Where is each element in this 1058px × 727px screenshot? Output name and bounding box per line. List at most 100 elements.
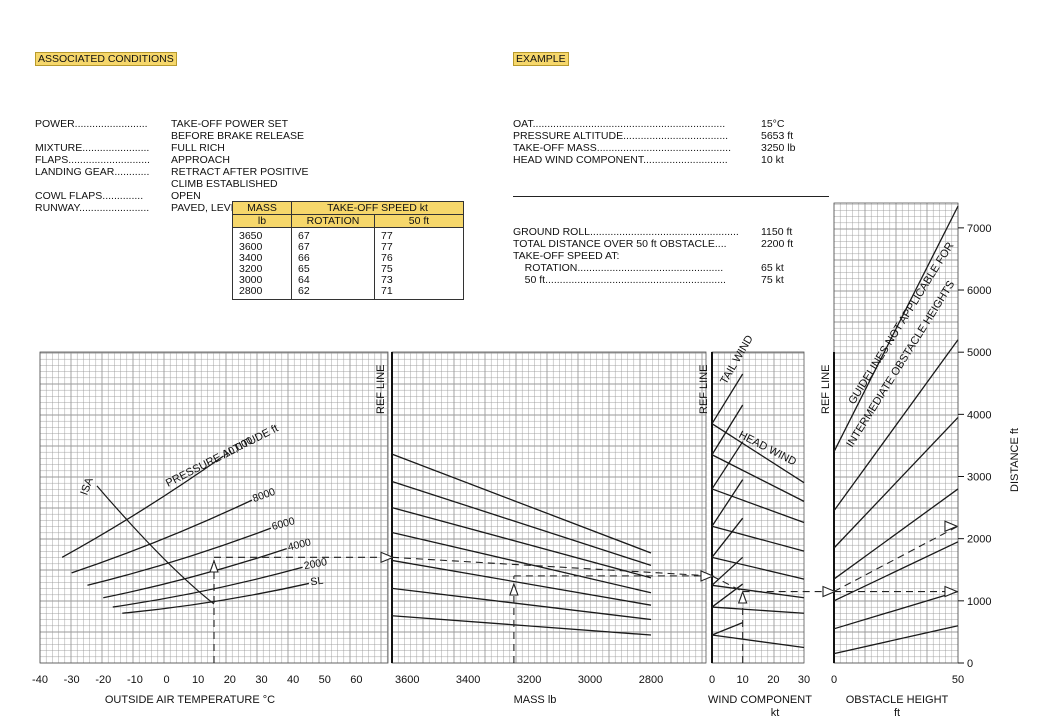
oat-tick-label: 40 bbox=[287, 674, 299, 686]
row-key: TOTAL DISTANCE OVER 50 ft OBSTACLE.... bbox=[513, 238, 727, 250]
tail-wind-line bbox=[711, 479, 744, 527]
speed-50ft-cell: 75 bbox=[374, 264, 464, 275]
row-value: BEFORE BRAKE RELEASE bbox=[171, 130, 305, 142]
ref-line-label: REF LINE bbox=[820, 364, 832, 414]
y-tick-label: 6000 bbox=[967, 285, 991, 297]
table-row: 3650 67 77 bbox=[232, 227, 464, 242]
mass-guide-line bbox=[391, 615, 652, 636]
head-wind-line bbox=[711, 525, 805, 552]
list-item: ROTATION................................… bbox=[513, 262, 829, 274]
oat-grid bbox=[39, 351, 389, 664]
row-value: APPROACH bbox=[171, 154, 230, 166]
tail-wind-line bbox=[711, 441, 744, 490]
mass-tick-label: 3400 bbox=[456, 674, 480, 686]
tail-wind-line bbox=[711, 621, 743, 636]
tail-wind-line bbox=[711, 373, 744, 425]
row-key: HEAD WIND COMPONENT.....................… bbox=[513, 154, 728, 166]
list-item: OAT.....................................… bbox=[513, 118, 829, 130]
row-value: 3250 lb bbox=[761, 142, 796, 154]
obstacle-tick-label: 0 bbox=[831, 674, 837, 686]
example-arrow bbox=[209, 559, 219, 573]
wind-tick-label: 20 bbox=[767, 674, 779, 686]
speed-50ft-cell: 76 bbox=[374, 253, 464, 264]
row-value: 75 kt bbox=[761, 274, 784, 286]
example-block: EXAMPLE OAT.............................… bbox=[513, 28, 829, 298]
list-item: FLAPS............................ APPROAC… bbox=[35, 154, 324, 166]
pressure-altitude-curve bbox=[122, 582, 310, 614]
row-value: CLIMB ESTABLISHED bbox=[171, 178, 278, 190]
row-key: OAT.....................................… bbox=[513, 118, 726, 130]
panel-frame bbox=[391, 351, 707, 664]
row-key: ROTATION................................… bbox=[513, 262, 724, 274]
obstacle-guide-line bbox=[833, 488, 959, 580]
pressure-altitude-curve bbox=[71, 499, 253, 574]
speed-50ft-cell: 77 bbox=[374, 227, 464, 242]
example-divider bbox=[513, 196, 829, 197]
mass-guide-line bbox=[391, 506, 652, 579]
example-arrow bbox=[822, 585, 837, 598]
pressure-altitude-label: 2000 bbox=[303, 556, 328, 572]
oat-tick-label: -20 bbox=[95, 674, 111, 686]
pressure-altitude-curve bbox=[112, 566, 303, 608]
obstacle-guide-line bbox=[833, 541, 959, 602]
table-row: 3000 64 73 bbox=[232, 275, 464, 286]
list-item: CLIMB ESTABLISHED bbox=[35, 178, 324, 190]
row-key: LANDING GEAR............ bbox=[35, 166, 150, 178]
obstacle-axis-unit: ft bbox=[894, 707, 900, 719]
row-key: MIXTURE....................... bbox=[35, 142, 150, 154]
pressure-altitude-label: 4000 bbox=[287, 536, 313, 553]
speed-50ft-cell: 71 bbox=[374, 286, 464, 300]
head-wind-line bbox=[711, 454, 805, 502]
example-path bbox=[711, 575, 743, 593]
row-value: 10 kt bbox=[761, 154, 784, 166]
row-value: OPEN bbox=[171, 190, 201, 202]
table-row: 2800 62 71 bbox=[232, 286, 464, 300]
y-tick-label: 3000 bbox=[967, 472, 991, 484]
pressure-altitude-label: SL bbox=[310, 575, 325, 589]
head-wind-label: HEAD WIND bbox=[737, 429, 799, 468]
y-tick-label: 2000 bbox=[967, 534, 991, 546]
panel-frame bbox=[39, 351, 389, 664]
mass-tick-label: 3000 bbox=[578, 674, 602, 686]
oat-tick-label: -10 bbox=[127, 674, 143, 686]
wind-tick-label: 10 bbox=[737, 674, 749, 686]
row-key: FLAPS............................ bbox=[35, 154, 150, 166]
obstacle-tick-label: 50 bbox=[952, 674, 964, 686]
table-header-rotation: ROTATION bbox=[291, 214, 375, 228]
oat-tick-label: 60 bbox=[350, 674, 362, 686]
mass-grid bbox=[391, 351, 707, 664]
pressure-altitude-label: 6000 bbox=[271, 515, 297, 533]
example-title: EXAMPLE bbox=[513, 52, 569, 66]
wind-tick-label: 0 bbox=[709, 674, 715, 686]
row-value: 1150 ft bbox=[761, 226, 793, 238]
ref-line-label: REF LINE bbox=[375, 364, 387, 414]
mass-tick-label: 3200 bbox=[517, 674, 541, 686]
oat-axis-label: OUTSIDE AIR TEMPERATURE °C bbox=[105, 694, 275, 706]
pressure-altitude-curve bbox=[103, 548, 287, 599]
table-header-unit: lb bbox=[232, 214, 292, 228]
y-tick-label: 5000 bbox=[967, 347, 991, 359]
mass-guide-line bbox=[391, 587, 652, 621]
tail-wind-line bbox=[711, 404, 744, 456]
head-wind-line bbox=[711, 634, 805, 649]
list-item: BEFORE BRAKE RELEASE bbox=[35, 130, 324, 142]
list-item: HEAD WIND COMPONENT.....................… bbox=[513, 154, 829, 166]
table-row: 3400 66 76 bbox=[232, 253, 464, 264]
y-tick-label: 0 bbox=[967, 658, 973, 670]
head-wind-line bbox=[711, 423, 805, 484]
row-value: 2200 ft bbox=[761, 238, 794, 250]
list-item: MIXTURE....................... FULL RICH bbox=[35, 142, 324, 154]
list-item: COWL FLAPS.............. OPEN bbox=[35, 190, 324, 202]
row-value: TAKE-OFF POWER SET bbox=[171, 118, 289, 130]
pressure-altitude-curve bbox=[61, 455, 224, 558]
pressure-altitude-label: 8000 bbox=[251, 486, 277, 505]
tail-wind-line bbox=[711, 556, 744, 586]
example-arrow bbox=[944, 585, 959, 598]
example-path bbox=[391, 556, 713, 577]
tail-wind-line bbox=[711, 517, 744, 558]
row-key: TAKE-OFF MASS...........................… bbox=[513, 142, 732, 154]
takeoff-speed-table: MASS TAKE-OFF SPEED kt lb ROTATION 50 ft… bbox=[232, 201, 464, 300]
list-item: GROUND ROLL.............................… bbox=[513, 226, 829, 238]
row-key: RUNWAY........................ bbox=[35, 202, 150, 214]
ref-line-label: REF LINE bbox=[698, 364, 710, 414]
